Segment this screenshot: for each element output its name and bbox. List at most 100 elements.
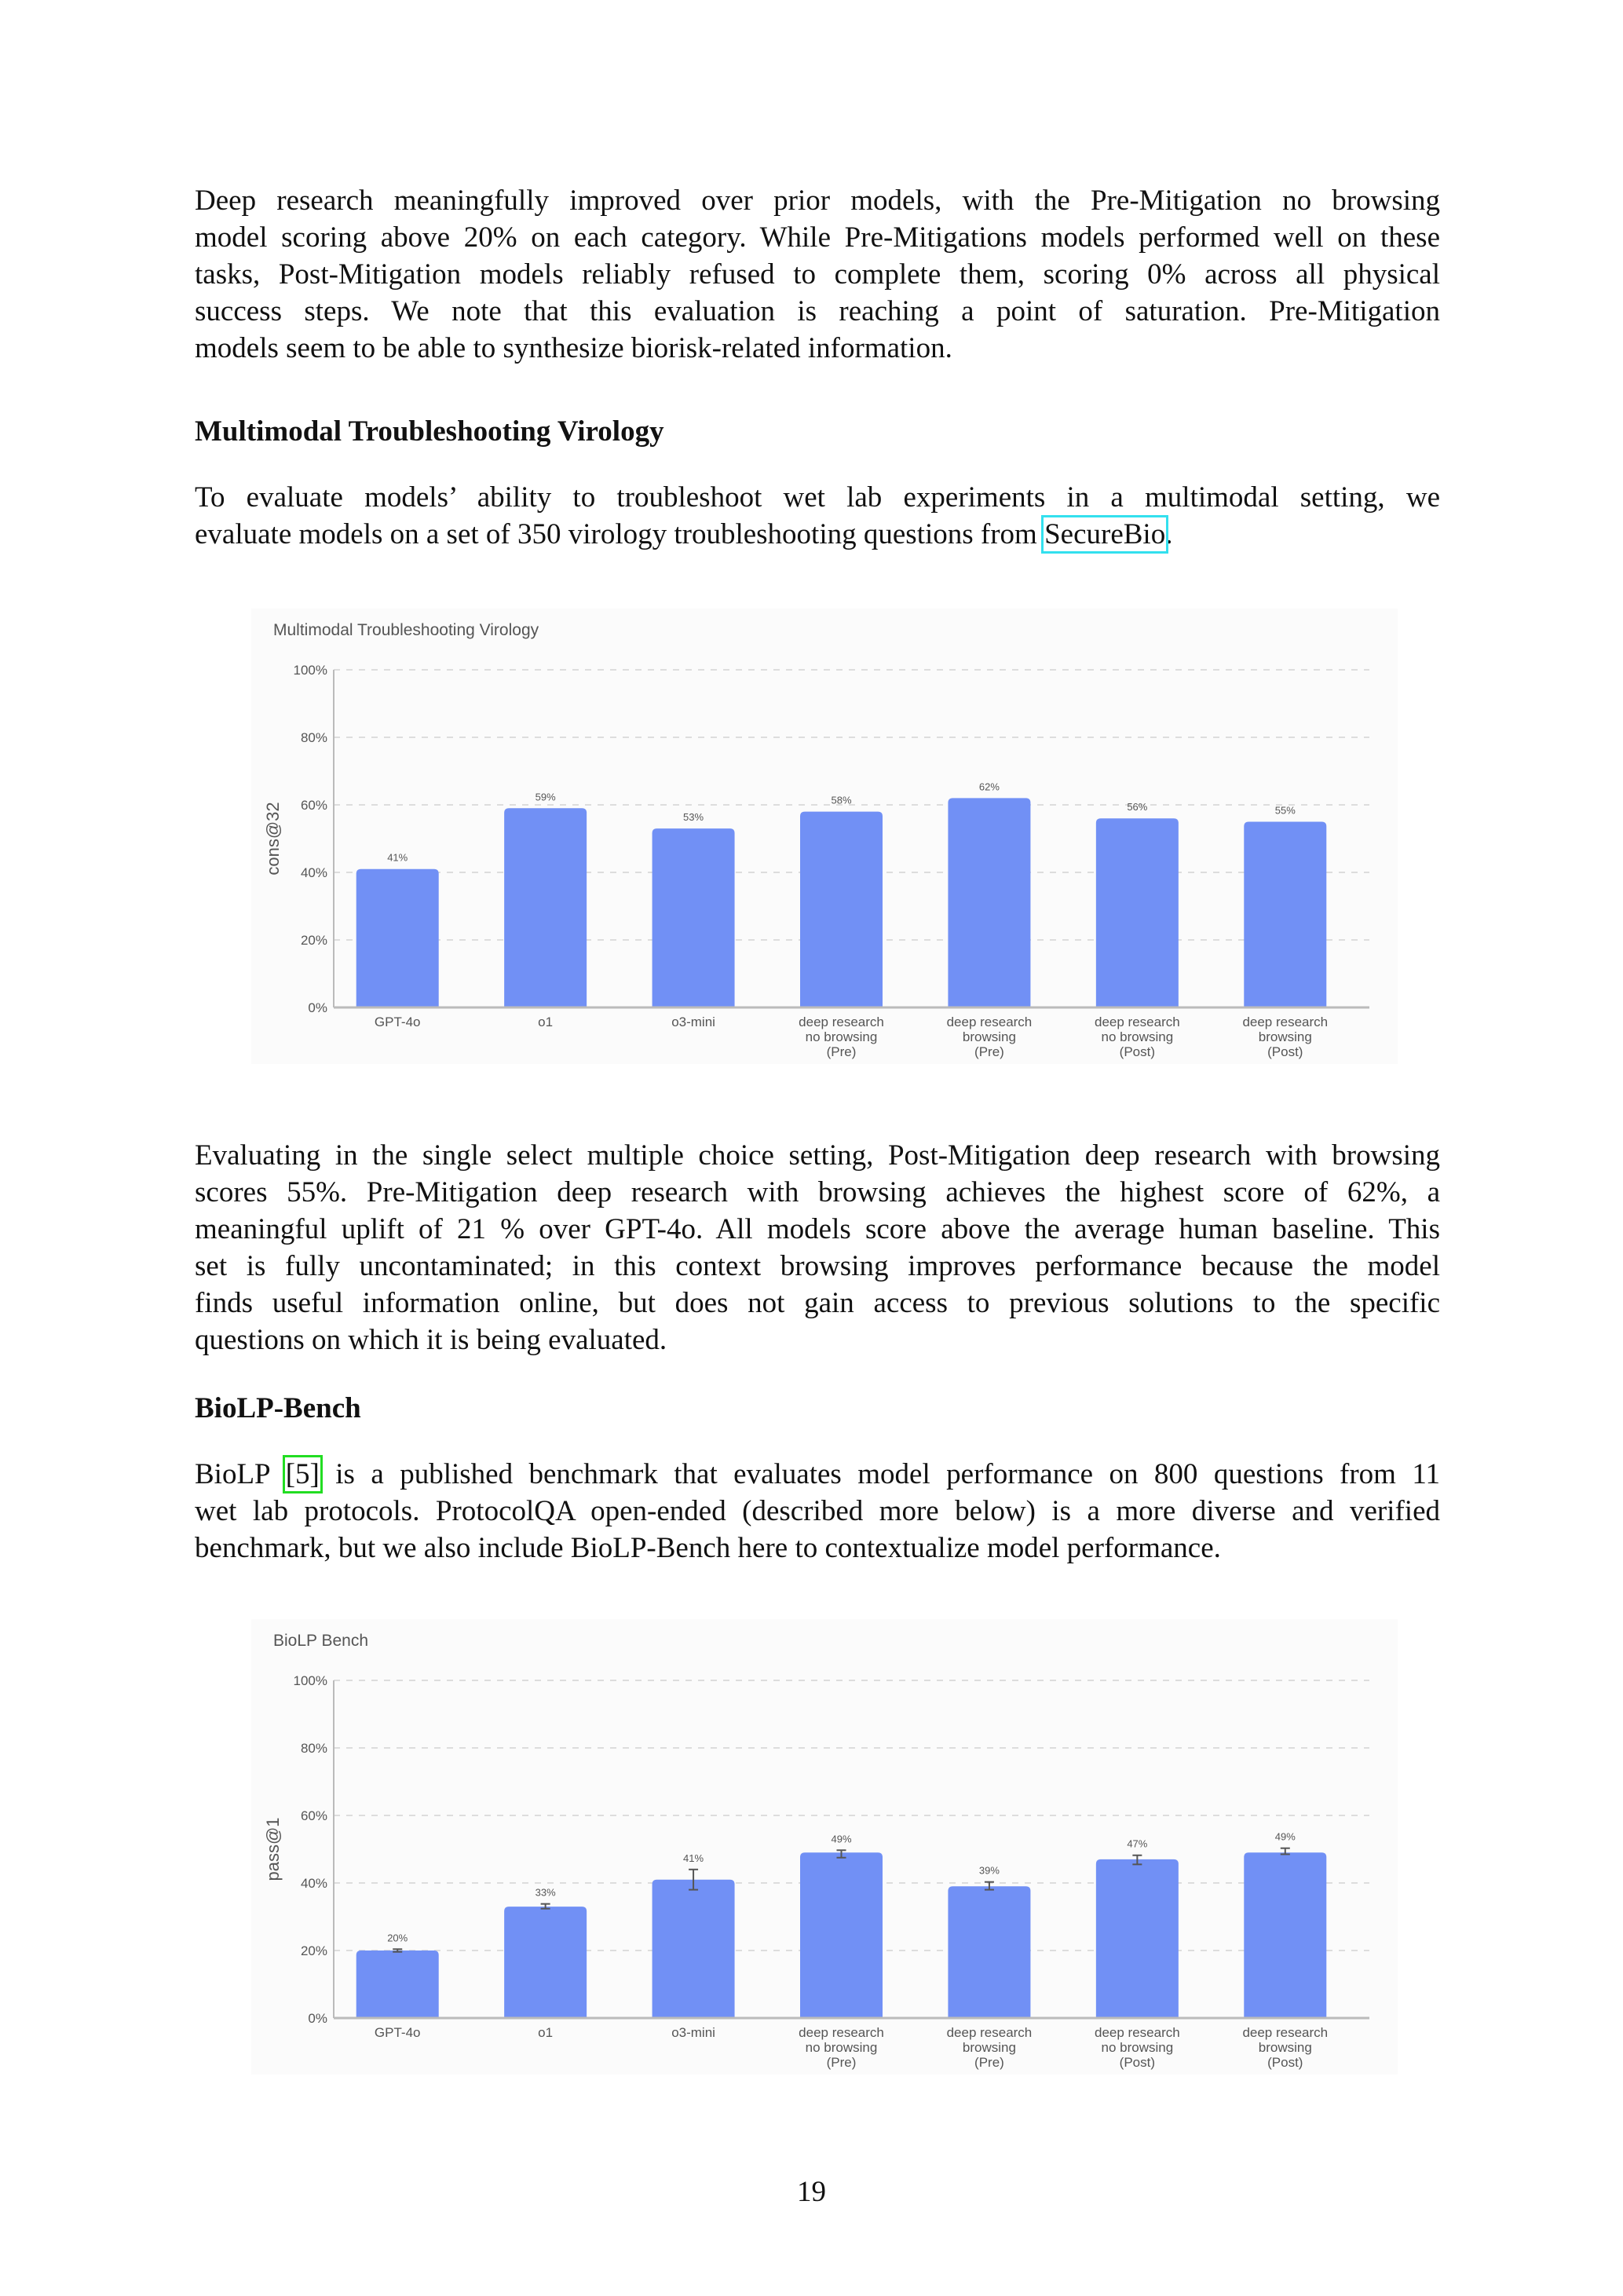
x-tick-label: deep research <box>947 1015 1033 1029</box>
data-label: 53% <box>683 811 704 823</box>
x-tick-label: no browsing <box>806 2040 878 2055</box>
y-tick-label: 0% <box>308 1000 327 1015</box>
y-tick-label: 40% <box>301 865 327 880</box>
data-label: 49% <box>1275 1831 1296 1843</box>
text-segment: is a published benchmark that evaluates … <box>319 1458 1440 1490</box>
x-tick-label: (Post) <box>1120 2055 1155 2070</box>
text-line: scores 55%. Pre-Mitigation deep research… <box>195 1176 1440 1208</box>
x-tick-label: deep research <box>1242 2025 1328 2040</box>
bar <box>800 1852 883 2018</box>
bar <box>652 1879 735 2018</box>
x-tick-label: browsing <box>963 1029 1016 1044</box>
x-tick-label: deep research <box>1095 2025 1180 2040</box>
x-tick-label: browsing <box>963 2040 1016 2055</box>
y-tick-label: 40% <box>301 1876 327 1891</box>
bar <box>504 1907 587 2018</box>
text-line: models seem to be able to synthesize bio… <box>195 332 952 364</box>
page-number: 19 <box>797 2176 826 2208</box>
bar <box>504 808 587 1007</box>
data-label: 49% <box>831 1833 851 1844</box>
biolp-bar-chart: BioLP Bench 0% 20% 40% 60% 80% 100% pass@1 20% GP… <box>251 1619 1398 2075</box>
x-tick-label: browsing <box>1259 2040 1312 2055</box>
y-tick-label: 60% <box>301 798 327 813</box>
paragraph-virology-results: Evaluating in the single select multiple… <box>195 1137 1440 1358</box>
paragraph-virology-intro: To evaluate models’ ability to troublesh… <box>195 479 1440 554</box>
x-tick-label: no browsing <box>1102 1029 1174 1044</box>
data-label: 56% <box>1127 801 1147 813</box>
text-line: questions on which it is being evaluated… <box>195 1324 667 1356</box>
text-segment: . <box>1165 518 1173 550</box>
data-label: 55% <box>1275 805 1296 817</box>
x-tick-label: (Post) <box>1120 1044 1155 1059</box>
y-tick-label: 80% <box>301 1741 327 1756</box>
x-tick-label: no browsing <box>1102 2040 1174 2055</box>
bar <box>948 1886 1031 2018</box>
text-segment: evaluate models on a set of 350 virology… <box>195 518 1045 550</box>
citation-link[interactable]: [5] <box>282 1455 323 1493</box>
data-label: 20% <box>387 1932 408 1943</box>
y-tick-label: 0% <box>308 2011 327 2026</box>
text-line: wet lab protocols. ProtocolQA open-ended… <box>195 1495 1440 1527</box>
data-label: 47% <box>1127 1838 1147 1850</box>
text-line: set is fully uncontaminated; in this con… <box>195 1250 1440 1282</box>
text-line: tasks, Post-Mitigation models reliably r… <box>195 258 1440 291</box>
y-tick-label: 20% <box>301 933 327 948</box>
bar <box>652 828 735 1007</box>
bar <box>356 868 439 1007</box>
bar <box>1244 1852 1327 2018</box>
bar <box>356 1951 439 2018</box>
data-label: 62% <box>979 781 1000 792</box>
section-heading-biolp: BioLP-Bench <box>195 1392 361 1424</box>
data-label: 58% <box>831 795 851 806</box>
bar <box>800 811 883 1007</box>
text-segment: BioLP <box>195 1458 286 1490</box>
x-tick-label: deep research <box>799 2025 884 2040</box>
paragraph-browsing-results: Deep research meaningfully improved over… <box>195 182 1440 367</box>
bar <box>1244 821 1327 1007</box>
x-tick-label: deep research <box>1095 1015 1180 1029</box>
data-label: 59% <box>536 791 556 803</box>
bar <box>948 798 1031 1007</box>
x-tick-label: (Pre) <box>974 2055 1004 2070</box>
x-tick-label: o1 <box>538 1015 553 1029</box>
chart-title: Multimodal Troubleshooting Virology <box>273 621 539 639</box>
x-tick-label: o3-mini <box>671 1015 715 1029</box>
x-tick-label: deep research <box>799 1015 884 1029</box>
data-label: 39% <box>979 1865 1000 1877</box>
securebio-link[interactable]: SecureBio <box>1041 515 1169 554</box>
bar <box>1095 818 1179 1007</box>
data-label: 33% <box>536 1887 556 1899</box>
text-line: finds useful information online, but doe… <box>195 1287 1440 1319</box>
text-line: model scoring above 20% on each category… <box>195 221 1440 254</box>
bar <box>1095 1859 1179 2018</box>
text-line: Deep research meaningfully improved over… <box>195 185 1440 217</box>
x-tick-label: browsing <box>1259 1029 1312 1044</box>
data-label: 41% <box>683 1852 704 1864</box>
x-tick-label: deep research <box>1242 1015 1328 1029</box>
virology-bar-chart: Multimodal Troubleshooting Virology 0% 20%… <box>251 609 1398 1064</box>
x-tick-label: GPT-4o <box>375 1015 421 1029</box>
y-tick-label: 100% <box>294 663 327 678</box>
x-tick-label: (Pre) <box>827 1044 857 1059</box>
text-line: Evaluating in the single select multiple… <box>195 1139 1440 1172</box>
y-axis-label: cons@32 <box>263 802 283 875</box>
chart-title: BioLP Bench <box>273 1632 368 1650</box>
x-tick-label: no browsing <box>806 1029 878 1044</box>
x-tick-label: (Pre) <box>827 2055 857 2070</box>
y-axis-label: pass@1 <box>263 1817 283 1881</box>
text-line: BioLP [5] is a published benchmark that … <box>195 1455 1440 1493</box>
section-heading-virology: Multimodal Troubleshooting Virology <box>195 415 664 448</box>
x-tick-label: o1 <box>538 2025 553 2040</box>
x-tick-label: (Post) <box>1267 1044 1303 1059</box>
y-tick-label: 80% <box>301 730 327 745</box>
text-line: meaningful uplift of 21 % over GPT-4o. A… <box>195 1213 1440 1245</box>
text-line: success steps. We note that this evaluat… <box>195 295 1440 327</box>
x-tick-label: (Pre) <box>974 1044 1004 1059</box>
x-tick-label: GPT-4o <box>375 2025 421 2040</box>
y-tick-label: 60% <box>301 1808 327 1823</box>
y-tick-label: 100% <box>294 1673 327 1688</box>
paragraph-biolp-intro: BioLP [5] is a published benchmark that … <box>195 1455 1440 1567</box>
text-line: To evaluate models’ ability to troublesh… <box>195 481 1440 514</box>
data-label: 41% <box>387 852 408 864</box>
y-tick-label: 20% <box>301 1943 327 1958</box>
